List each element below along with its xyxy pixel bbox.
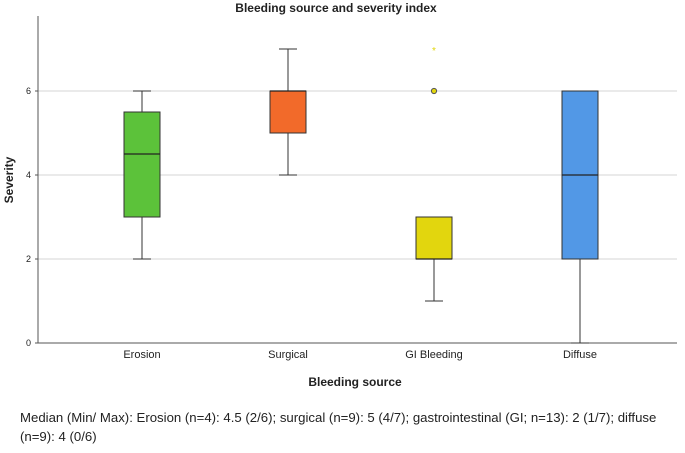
x-axis-label: Bleeding source xyxy=(308,375,402,389)
box-erosion xyxy=(123,90,161,260)
y-tick-label: 4 xyxy=(26,170,31,180)
plot-layer: * xyxy=(123,46,599,344)
x-tick-label: Surgical xyxy=(268,349,308,361)
box-iqr xyxy=(269,90,307,134)
box-plot-chart: Bleeding source and severity index Sever… xyxy=(2,1,677,389)
extreme-point: * xyxy=(432,46,436,57)
figure-caption: Median (Min/ Max): Erosion (n=4): 4.5 (2… xyxy=(20,410,657,444)
y-tick-label: 2 xyxy=(26,254,31,264)
box-iqr xyxy=(415,216,453,260)
x-tick-label: GI Bleeding xyxy=(405,349,462,361)
axis-layer: 0 2 4 6 Erosion Surgical GI Bleeding Diffuse xyxy=(26,16,677,361)
y-tick-label: 0 xyxy=(26,338,31,348)
x-tick-label: Erosion xyxy=(123,349,160,361)
box-gi-bleeding: * xyxy=(415,46,453,302)
box-diffuse xyxy=(561,90,599,344)
outlier-point xyxy=(430,87,438,95)
y-tick-label: 6 xyxy=(26,86,31,96)
box-iqr xyxy=(123,111,161,218)
y-axis-label: Severity xyxy=(2,156,16,203)
chart-title: Bleeding source and severity index xyxy=(235,1,437,15)
x-tick-label: Diffuse xyxy=(563,349,597,361)
box-surgical xyxy=(269,48,307,176)
